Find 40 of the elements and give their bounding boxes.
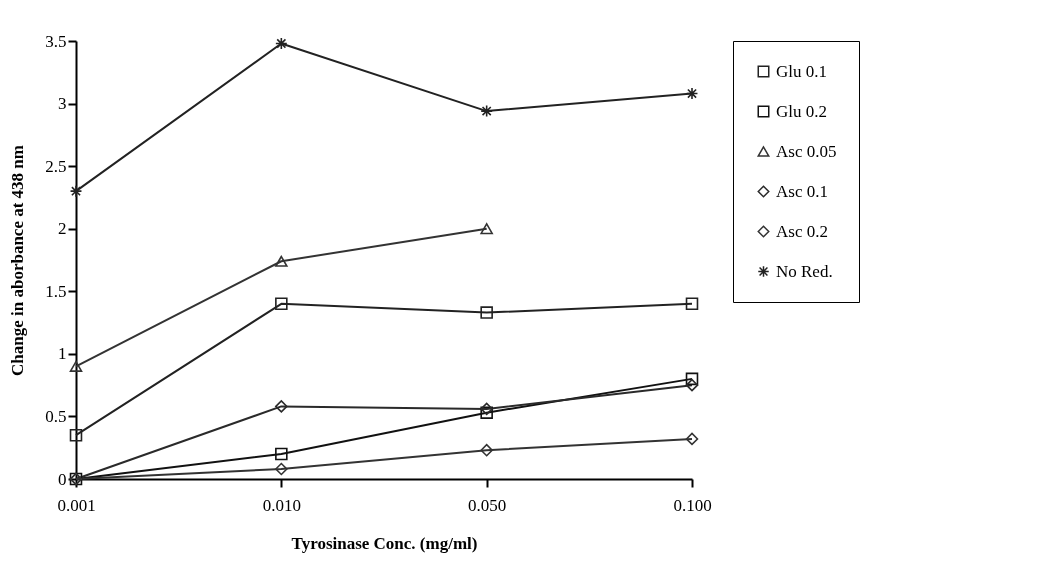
point xyxy=(275,37,288,50)
point xyxy=(685,378,699,392)
legend-label: Asc 0.1 xyxy=(776,181,828,201)
point xyxy=(69,428,83,442)
y-tick-label: 2.5 xyxy=(45,156,67,176)
point xyxy=(69,184,83,198)
point xyxy=(275,400,288,413)
x-axis-title: Tyrosinase Conc. (mg/ml) xyxy=(291,533,478,553)
point xyxy=(480,104,493,118)
y-tick-label: 1 xyxy=(58,344,67,364)
point xyxy=(685,432,699,446)
point xyxy=(685,372,699,386)
point xyxy=(69,360,83,372)
x-tick-label: 0.050 xyxy=(468,495,507,515)
y-axis-title: Change in aborbance at 438 nm xyxy=(8,145,28,376)
point xyxy=(480,223,493,235)
x-tick-label: 0.010 xyxy=(262,495,301,515)
legend-label: Glu 0.1 xyxy=(776,61,827,81)
x-tick-label: 0.100 xyxy=(673,495,712,515)
x-tick-label: 0.001 xyxy=(57,495,96,515)
legend-label: Asc 0.2 xyxy=(776,221,828,241)
point xyxy=(275,255,288,267)
point xyxy=(480,306,493,319)
y-tick-label: 0 xyxy=(58,469,67,489)
legend-label: No Red. xyxy=(776,261,833,281)
point xyxy=(480,402,493,416)
point xyxy=(685,87,699,100)
y-tick-label: 0.5 xyxy=(45,406,67,426)
y-tick-label: 3.5 xyxy=(45,31,67,51)
point xyxy=(480,406,493,419)
point xyxy=(275,462,288,476)
point xyxy=(480,443,493,457)
point xyxy=(685,297,699,311)
legend-label: Glu 0.2 xyxy=(776,101,827,121)
point xyxy=(275,447,288,461)
y-tick-label: 3 xyxy=(58,94,67,114)
legend-label: Asc 0.05 xyxy=(776,141,837,161)
y-tick-label: 2 xyxy=(58,219,67,239)
y-tick-label: 1.5 xyxy=(45,281,67,301)
point xyxy=(275,297,288,311)
